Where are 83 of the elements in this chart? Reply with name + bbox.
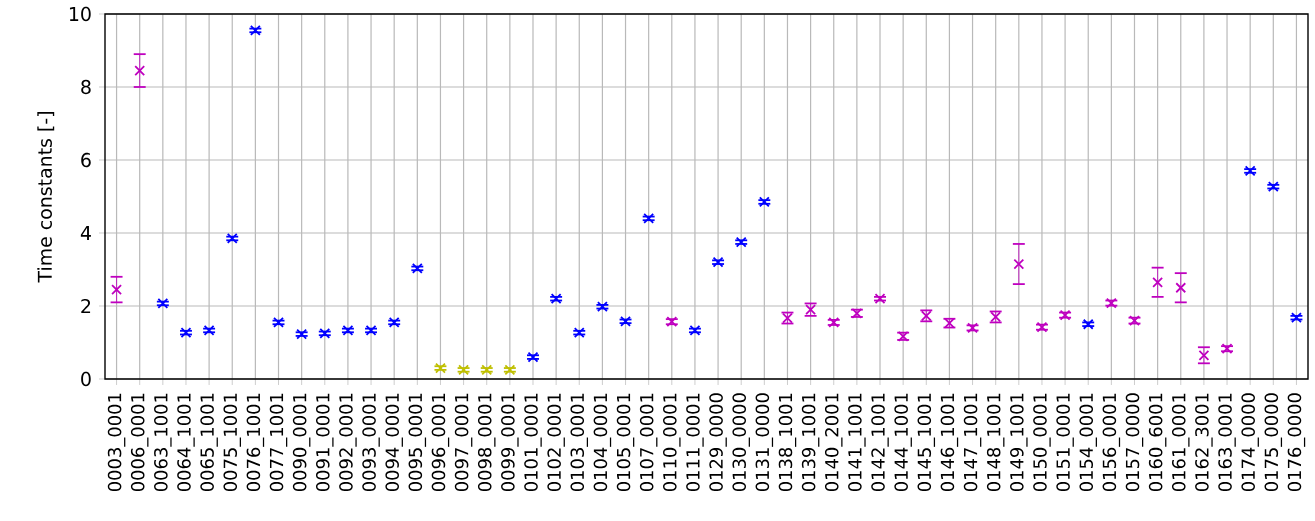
x-tick-label: 0150_0001 [1033,393,1051,492]
point [527,351,539,363]
point [111,284,122,295]
y-tick-label: 2 [81,298,91,314]
point [712,256,724,268]
x-tick-label: 0097_0001 [454,393,473,492]
x-tick-label: 0175_0000 [1264,393,1283,492]
x-tick-label: 0096_0001 [431,393,450,492]
x-tick-label: 0102_0001 [547,393,565,492]
x-tick-label: 0077_1001 [269,393,288,492]
x-tick-label: 0111_0001 [686,393,704,492]
x-tick-label: 0104_0001 [593,393,612,492]
point [134,65,146,76]
x-tick-label: 0151_0001 [1056,393,1074,492]
point [735,236,747,248]
x-tick-label: 0065_1001 [200,393,218,492]
x-tick-label: 0093_0001 [362,393,380,492]
x-tick-label: 0138_1001 [778,393,797,492]
point [319,327,331,339]
x-tick-label: 0149_1001 [1010,393,1028,492]
x-tick-label: 0092_0001 [339,393,357,492]
x-tick-label: 0095_0001 [408,393,427,492]
x-tick-label: 0099_0001 [501,393,519,492]
point [1267,181,1279,193]
y-tick-label: 6 [81,152,91,168]
x-tick-label: 0131_0000 [755,393,774,492]
point [1175,282,1187,294]
x-tick-label: 0091_0001 [316,393,334,492]
x-tick-label: 0006_0001 [130,393,149,492]
point [1198,349,1210,361]
x-tick-label: 0103_0001 [570,393,589,492]
x-tick-label: 0154_0001 [1079,393,1097,492]
y-tick-label: 8 [81,79,91,95]
x-tick-label: 0141_1001 [848,393,866,492]
x-tick-label: 0156_0001 [1102,393,1121,492]
x-tick-label: 0146_1001 [940,393,959,492]
point [1082,318,1094,330]
x-tick-label: 0129_0000 [709,393,727,492]
x-tick-label: 0148_1001 [986,393,1005,492]
x-tick-label: 0076_1001 [246,393,265,492]
point [573,327,585,339]
x-tick-label: 0107_0001 [639,393,658,492]
point [874,293,886,305]
point [180,327,192,339]
x-tick-label: 0176_0000 [1287,393,1306,492]
x-tick-label: 0163_0001 [1218,393,1236,492]
x-tick-label: 0130_0000 [732,393,750,492]
x-tick-label: 0105_0001 [616,393,635,492]
x-tick-label: 0139_1001 [801,393,820,492]
x-tick-label: 0064_1001 [177,393,195,492]
x-tick-label: 0145_1001 [917,393,936,492]
x-tick-label: 0098_0001 [477,393,496,492]
y-tick-label: 0 [81,371,91,387]
point [1013,258,1025,270]
x-tick-label: 0063_1001 [154,393,172,492]
x-tick-label: 0174_0000 [1241,393,1259,492]
point [1291,312,1302,324]
point [458,364,469,376]
point [1244,165,1256,177]
x-tick-label: 0142_1001 [871,393,889,492]
point [411,262,423,274]
point [1152,276,1164,288]
x-tick-label: 0101_0001 [524,393,542,492]
x-tick-label: 0161_0001 [1171,393,1190,492]
y-tick-label: 10 [69,6,91,22]
x-tick-label: 0157_0000 [1125,393,1144,492]
x-tick-label: 0147_1001 [963,393,982,492]
point [550,293,562,305]
x-tick-label: 0144_1001 [894,393,912,492]
point [481,364,493,376]
point [596,301,608,313]
x-tick-label: 0003_0001 [107,393,126,492]
x-tick-label: 0160_6001 [1148,393,1167,492]
x-tick-label: 0140_2001 [824,393,843,492]
y-tick-label: 4 [80,226,91,240]
x-tick-label: 0075_1001 [223,393,241,492]
x-tick-label: 0094_0001 [385,393,403,492]
point [296,328,308,340]
point [504,364,516,376]
x-tick-label: 0110_0001 [663,393,681,492]
x-tick-label: 0090_0001 [292,393,311,492]
y-axis-title: Time constants [-] [37,112,55,283]
x-tick-label: 0162_3001 [1195,393,1213,492]
